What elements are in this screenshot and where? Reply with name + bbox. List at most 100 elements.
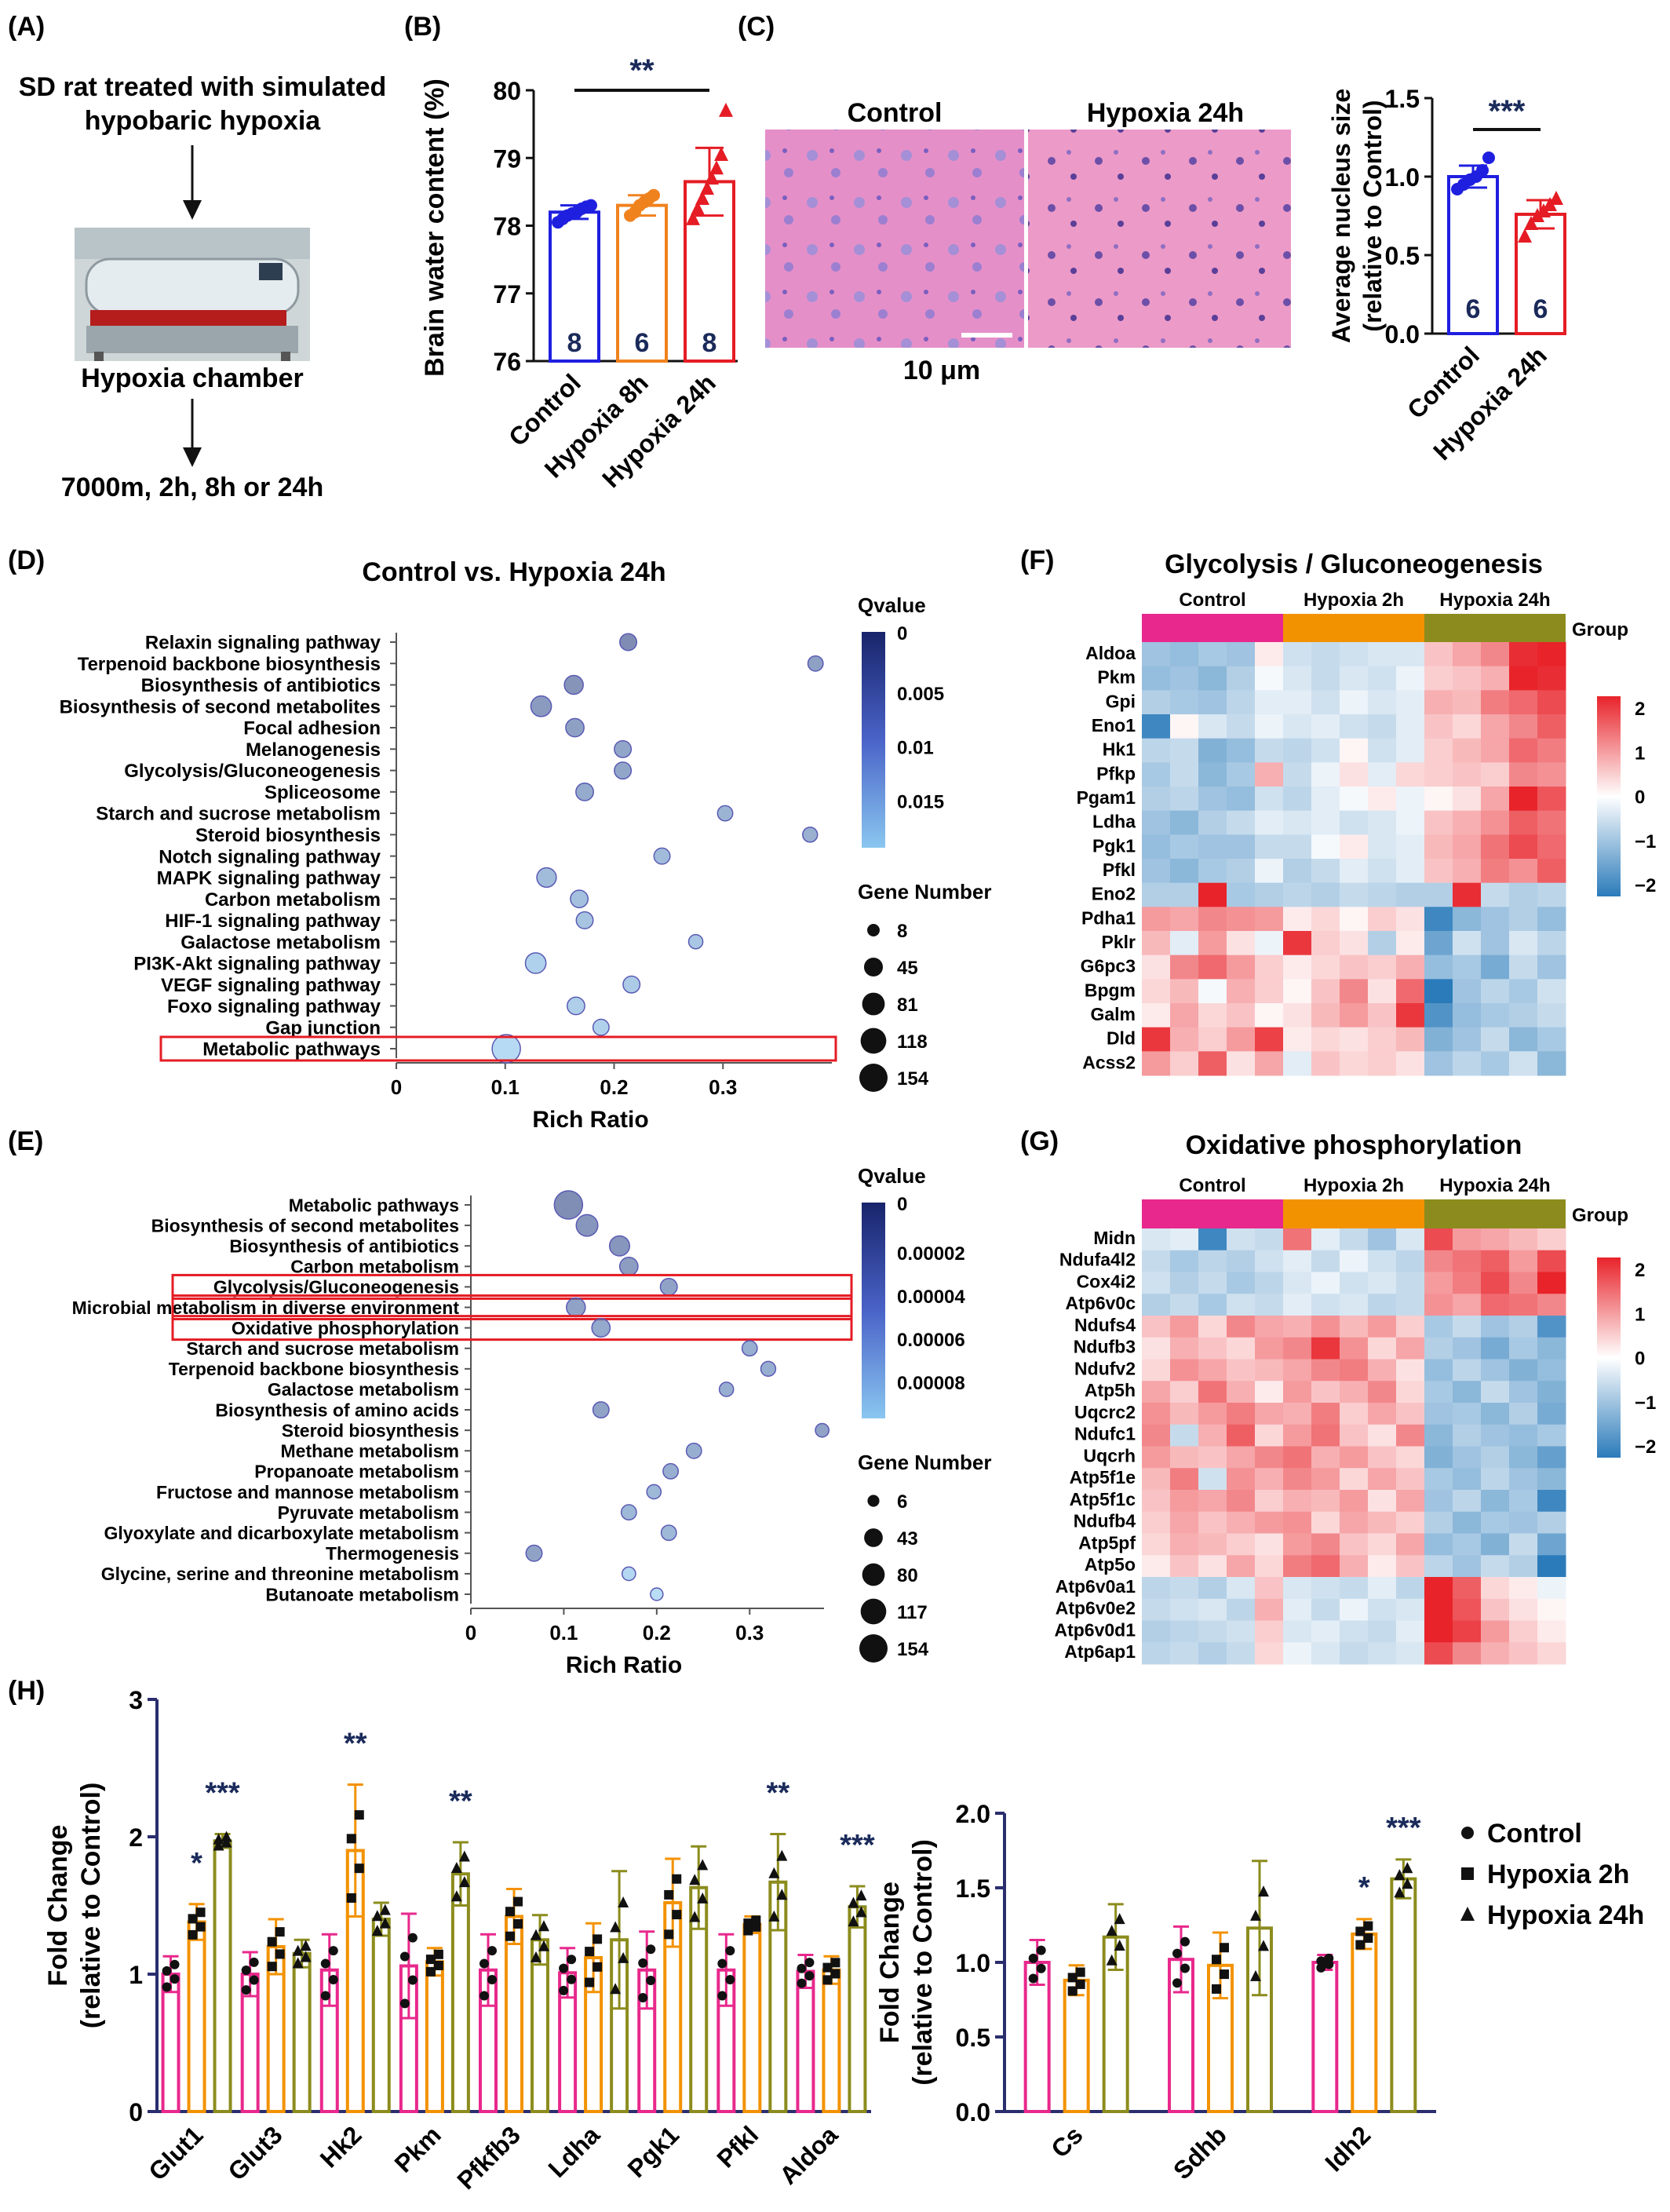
heat-cell	[1283, 714, 1312, 739]
arrow-head-2	[183, 447, 202, 467]
row-label-atp5h: Atp5h	[1085, 1380, 1136, 1400]
heat-cell	[1453, 1003, 1482, 1028]
heat-cell	[1509, 882, 1538, 907]
significance-label: ***	[205, 1777, 240, 1810]
data-point	[855, 1906, 867, 1918]
heat-cell	[1537, 1468, 1566, 1491]
heat-cell	[1481, 1250, 1510, 1272]
heat-cell	[1170, 1403, 1199, 1425]
data-point	[1220, 1969, 1229, 1980]
bubble-vegf-signaling-pathway	[622, 975, 641, 994]
bar-glut1-hypoxia-24h	[213, 1839, 232, 2113]
heat-cell	[1453, 1359, 1482, 1382]
heat-cell	[1311, 1598, 1340, 1621]
row-label-atp5o: Atp5o	[1085, 1554, 1136, 1575]
chart-title: Control vs. Hypoxia 24h	[362, 557, 665, 587]
arrow-head-1	[183, 200, 202, 220]
highlight-box	[171, 1315, 853, 1341]
data-point	[1250, 1909, 1261, 1921]
significance-label: **	[344, 1728, 367, 1761]
heat-cell	[1368, 1228, 1397, 1251]
heat-cell	[1283, 762, 1312, 787]
heat-cell	[1198, 1598, 1227, 1621]
data-point	[719, 102, 733, 117]
heat-cell	[1227, 642, 1256, 667]
y-axis-label-2: (relative to Control)	[1358, 100, 1387, 331]
term-label-galactose-metabolism: Galactose metabolism	[268, 1379, 459, 1400]
heat-cell	[1198, 1403, 1227, 1425]
term-label-steroid-biosynthesis: Steroid biosynthesis	[195, 825, 381, 846]
data-point	[188, 1914, 198, 1924]
heat-cell	[1509, 738, 1538, 763]
heat-cell	[1509, 931, 1538, 956]
y-axis-label: Fold Change	[875, 1882, 905, 2043]
y-tick-label: 1	[129, 1961, 143, 1989]
row-label-hk1: Hk1	[1103, 739, 1136, 760]
heat-cell	[1283, 787, 1312, 812]
data-point	[195, 1907, 206, 1918]
heat-cell	[1481, 979, 1510, 1004]
bar-glut3-hypoxia-24h	[292, 1951, 312, 2113]
heat-cell	[1283, 1250, 1312, 1272]
n-label: 8	[702, 328, 717, 358]
data-point	[638, 1958, 648, 1968]
heat-cell	[1453, 834, 1482, 860]
data-point	[354, 1810, 364, 1820]
term-label-biosynthesis-of-second-metabolites: Biosynthesis of second metabolites	[60, 696, 381, 717]
row-label-ndufs4: Ndufs4	[1074, 1315, 1136, 1335]
data-point	[1316, 1956, 1326, 1966]
heat-cell	[1424, 1490, 1453, 1513]
bubble-spliceosome	[575, 782, 594, 801]
heat-cell	[1227, 1555, 1256, 1578]
heat-cell	[1481, 1598, 1510, 1621]
heat-cell	[1255, 1272, 1284, 1294]
heat-cell	[1170, 787, 1199, 812]
x-tick-label: 0.2	[643, 1621, 671, 1644]
heat-cell	[1311, 1577, 1340, 1600]
gene-legend-marker	[862, 1563, 885, 1586]
heat-cell	[1227, 1577, 1256, 1600]
heat-cell	[1481, 690, 1510, 715]
heat-cell	[1481, 1051, 1510, 1076]
heat-cell	[1198, 1381, 1227, 1403]
gene-legend-label: 43	[897, 1528, 918, 1549]
heat-cell	[1198, 1027, 1227, 1052]
heat-cell	[1340, 1577, 1369, 1600]
heat-cell	[1311, 1403, 1340, 1425]
heat-cell	[1170, 1424, 1199, 1447]
heat-cell	[1396, 738, 1425, 763]
heat-cell	[1170, 834, 1199, 860]
data-point	[1172, 1978, 1182, 1988]
heat-cell	[1424, 979, 1453, 1004]
heat-cell	[1481, 859, 1510, 884]
bubble-fructose-and-mannose-metabolism	[646, 1484, 662, 1500]
heat-cell	[1368, 1598, 1397, 1621]
bubble-starch-and-sucrose-metabolism	[716, 805, 734, 822]
gene-legend-title: Gene Number	[858, 1451, 992, 1474]
heat-cell	[1283, 1555, 1312, 1578]
heat-cell	[1481, 1228, 1510, 1251]
heat-cell	[1170, 859, 1199, 884]
heat-cell	[1170, 1027, 1199, 1052]
heat-cell	[1424, 955, 1453, 980]
data-point	[1258, 1885, 1269, 1897]
bubble-steroid-biosynthesis	[802, 827, 819, 843]
heat-cell	[1396, 1555, 1425, 1578]
x-tick-label: 0.3	[709, 1075, 737, 1099]
row-label-atp5f1e: Atp5f1e	[1070, 1467, 1136, 1487]
data-point	[531, 1929, 541, 1940]
heat-cell	[1198, 1468, 1227, 1491]
panel-c-micrographs: Control Hypoxia 24h 10 μm	[765, 98, 1291, 385]
group-bar-control	[1142, 1199, 1283, 1229]
heat-cell	[1170, 1511, 1199, 1534]
bubble-glycolysis-gluconeogenesis	[614, 761, 633, 780]
bubble-terpenoid-backbone-biosynthesis	[807, 655, 824, 672]
heat-cell	[1368, 1511, 1397, 1534]
heat-cell	[1198, 955, 1227, 980]
heat-cell	[1537, 1294, 1566, 1316]
qvalue-tick-label: 0.015	[897, 791, 944, 812]
heat-cell	[1340, 1533, 1369, 1556]
heat-cell	[1255, 1511, 1284, 1534]
bubble-biosynthesis-of-amino-acids	[592, 1401, 610, 1419]
heat-cell	[1227, 1381, 1256, 1403]
